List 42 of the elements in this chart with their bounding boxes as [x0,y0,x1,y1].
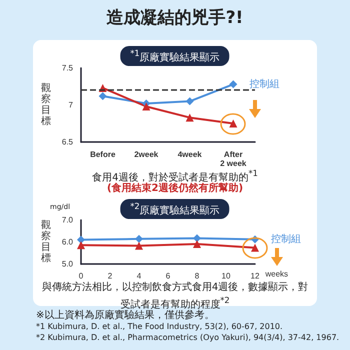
point [193,240,201,248]
series-label: 控制組 [271,232,301,245]
point [98,92,107,100]
point [135,242,143,250]
y-tick-label: 7 [68,100,74,110]
x-tick-label: After 2 week [220,150,247,168]
point [77,241,85,250]
text: (食用結束2週後仍然有所幫助) [106,182,244,195]
chart-subtitle: $^{*1}$原廠實驗結果顯示 [120,46,230,66]
y-tick-label: 5.0 [62,260,74,268]
y-tick-label: 7.5 [62,64,74,72]
y-tick-label: 6.0 [62,238,74,246]
y-axis-title: 觀察目標 [41,219,51,264]
point [229,80,238,88]
chart-title: 造成凝結的兇手?! [106,7,244,29]
x-tick-label: Before [90,150,116,159]
point [77,236,85,244]
text: 食用4週後，對於受試者是有幫助的$^{*1}$ [91,168,259,184]
x-tick-label: 0 [78,272,84,280]
x-tick-label: 6 [166,272,171,280]
x-tick-label: 4week [178,150,202,159]
text: *1 Kubimura, D. et al., The Food Industry, 53(2), 60-67, 2010. [36,322,283,331]
point [186,97,194,106]
y-tick-label: 6.5 [62,138,74,146]
text: ※以上資料為原廠實驗結果，僅供參考。 [36,309,214,322]
x-tick-label: 8 [194,272,200,280]
chart-title: $^{*2}$原廠實驗結果顯示 [120,199,230,220]
x-tick-label: 2week [134,150,159,159]
x-axis-title: weeks [264,270,288,278]
x-tick-label: 12 [250,272,260,280]
x-tick-label: 10 [222,272,231,280]
point [193,234,201,242]
x-tick-label: 4 [136,272,142,280]
series-label: 控制組 [249,78,280,90]
point [186,114,194,122]
text: 與傳統方法相比，以控制飲食方式食用4週後，數據顯示，對受試者是有幫助的程度$^{*2}$ [40,282,310,310]
point [142,102,150,110]
x-tick-label: 2 [108,272,113,280]
y-tick-label: 7.0 [62,216,74,224]
text: *2 Kubimura, D. et al., Pharmacometrics (Oyo Yakuri), 94(3/4), 37-42, 1967. [36,333,340,342]
y-axis-title: 觀察目標 [41,82,51,127]
point [135,234,143,243]
